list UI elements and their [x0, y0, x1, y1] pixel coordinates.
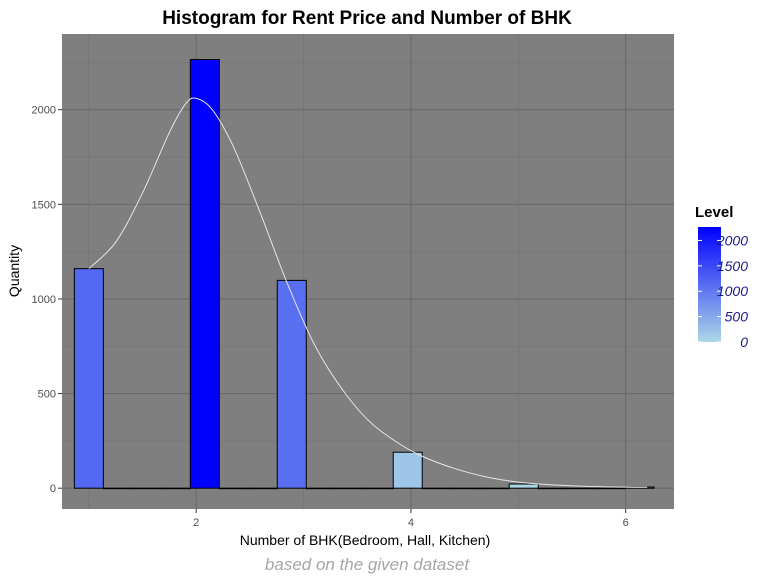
histogram-bar [131, 487, 162, 490]
histogram-bars [73, 59, 655, 490]
histogram-bar [450, 487, 481, 490]
histogram-bar [392, 451, 423, 489]
x-axis-label: Number of BHK(Bedroom, Hall, Kitchen) [240, 532, 491, 548]
legend-colorbar [698, 227, 721, 342]
histogram-bar [363, 487, 394, 490]
x-tick-label: 4 [408, 517, 414, 529]
y-axis-label: Quantity [6, 245, 22, 297]
color-legend: Level 2000 1500 1000 500 0 [695, 204, 748, 350]
density-curve [88, 97, 648, 488]
histogram-bar [160, 487, 191, 490]
histogram-bar [276, 279, 307, 489]
legend-label: 500 [725, 309, 749, 325]
y-axis-ticks: 0 500 1000 1500 2000 [32, 105, 62, 495]
y-tick-label: 2000 [32, 105, 56, 117]
histogram-bar [595, 487, 626, 490]
legend-title: Level [695, 204, 733, 221]
x-axis-ticks: 2 4 6 [193, 509, 629, 529]
histogram-bar [73, 268, 104, 489]
legend-label: 0 [740, 334, 748, 350]
histogram-bar [218, 487, 249, 490]
y-tick-label: 1500 [32, 199, 56, 211]
histogram-bar [537, 487, 568, 490]
legend-labels: 2000 1500 1000 500 0 [698, 232, 748, 350]
chart-caption: based on the given dataset [265, 555, 470, 574]
histogram-bar [102, 487, 133, 490]
y-tick-label: 500 [38, 389, 56, 401]
x-tick-label: 2 [193, 517, 199, 529]
plot-panel [62, 34, 674, 509]
histogram-bar [189, 59, 220, 489]
legend-label: 1000 [717, 283, 748, 299]
histogram-bar [334, 487, 365, 490]
y-tick-label: 1000 [32, 294, 56, 306]
histogram-bar [479, 487, 510, 490]
legend-label: 1500 [717, 258, 748, 274]
legend-label: 2000 [716, 232, 748, 248]
histogram-bar [305, 487, 336, 490]
histogram-bar [247, 487, 278, 490]
y-tick-label: 0 [50, 483, 56, 495]
x-tick-label: 6 [623, 517, 629, 529]
histogram-bar [566, 487, 597, 490]
histogram-bar [508, 483, 539, 489]
chart-title: Histogram for Rent Price and Number of B… [162, 8, 572, 29]
histogram-bar [421, 487, 452, 490]
